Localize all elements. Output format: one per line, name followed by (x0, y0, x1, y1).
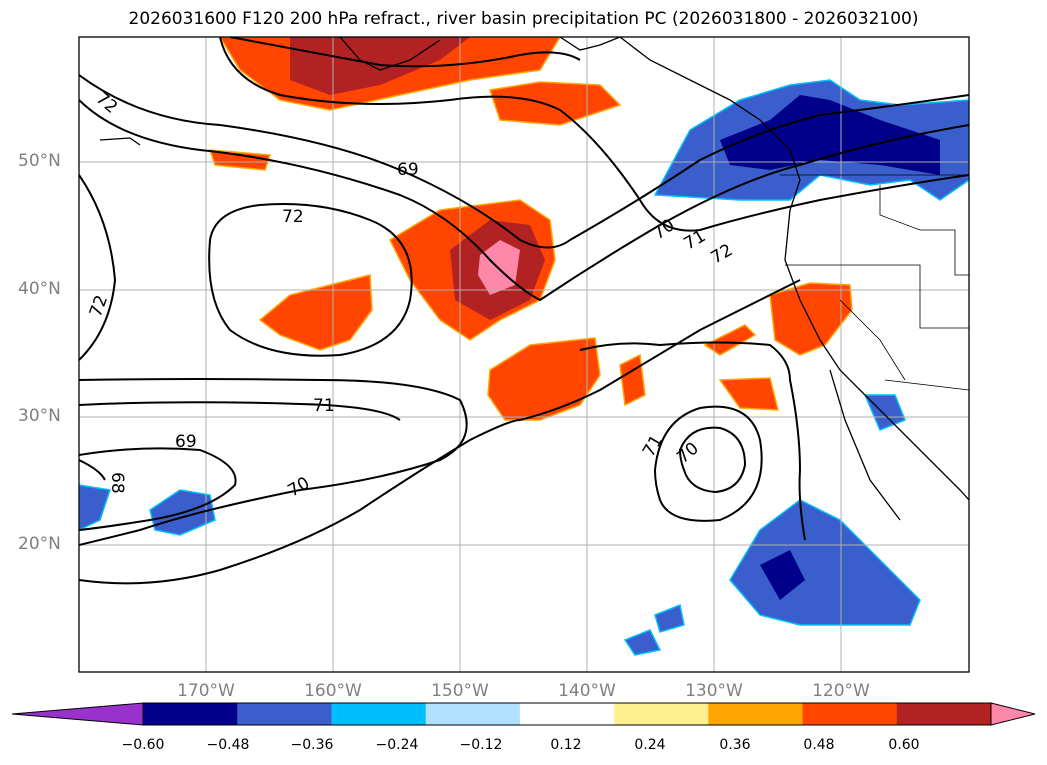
colorbar-tick-label: 0.36 (719, 737, 751, 753)
lon-label: 150°W (431, 681, 489, 701)
boundaries (780, 174, 969, 391)
precip-region-california (769, 282, 853, 356)
precip-region-south-central (487, 337, 601, 421)
precip-region-small-west (208, 149, 272, 171)
colorbar-segment (802, 703, 898, 725)
precip-neg-region-mexico (863, 394, 906, 431)
lat-label: 20°N (18, 534, 61, 554)
lon-label: 170°W (177, 681, 235, 701)
colorbar-extend-low (11, 702, 144, 726)
colorbar-extend-high (990, 702, 1036, 726)
colorbar-tick-label: 0.48 (803, 737, 835, 753)
precip-neg-region-tiny (623, 629, 662, 656)
lon-label: 130°W (685, 681, 743, 701)
refractivity-contours (79, 37, 969, 585)
precip-neg-region-west (79, 484, 111, 531)
colorbar-segment (425, 703, 521, 725)
colorbar-tick-label: −0.60 (121, 737, 165, 753)
precip-neg-region-tiny-2 (654, 603, 685, 633)
contour-label: 69 (175, 432, 197, 452)
lon-label: 160°W (304, 681, 362, 701)
colorbar-tick-label: −0.24 (375, 737, 419, 753)
map-plot: 72 69 72 72 70 71 72 71 69 68 70 71 70 (78, 36, 970, 673)
precip-region-east-small (718, 377, 779, 411)
contour-label: 69 (397, 160, 419, 180)
lon-label: 140°W (558, 681, 616, 701)
colorbar-segment (708, 703, 804, 725)
colorbar-tick-label: −0.12 (459, 737, 503, 753)
colorbar-tick-label: 0.12 (550, 737, 582, 753)
lon-label: 120°W (812, 681, 870, 701)
colorbar-tick-label: 0.60 (888, 737, 920, 753)
precip-neg-core-southeast (760, 550, 805, 600)
colorbar-segment (331, 703, 427, 725)
colorbar-tick-label: −0.48 (206, 737, 250, 753)
precip-region-west (258, 274, 373, 351)
contour-label: 71 (313, 396, 335, 416)
precip-neg-core-northwest (720, 95, 940, 175)
coastlines (99, 37, 969, 521)
contour-label: 68 (107, 472, 127, 494)
colorbar-segment (237, 703, 332, 725)
colorbar-segment (519, 703, 615, 725)
lat-label: 30°N (18, 406, 61, 426)
contour-label: 72 (282, 207, 304, 227)
lat-label: 50°N (18, 151, 61, 171)
colorbar-segment (614, 703, 709, 725)
colorbar-segment (143, 703, 238, 725)
map-frame (78, 36, 970, 673)
lat-label: 40°N (18, 279, 61, 299)
precip-region-small-south (703, 324, 757, 356)
colorbar-tick-label: −0.36 (290, 737, 334, 753)
graticule (79, 37, 969, 672)
colorbar-frame (142, 702, 992, 726)
colorbar-tick-label: 0.24 (634, 737, 666, 753)
map-title: 2026031600 F120 200 hPa refract., river … (128, 9, 919, 29)
colorbar-segment (896, 703, 992, 725)
